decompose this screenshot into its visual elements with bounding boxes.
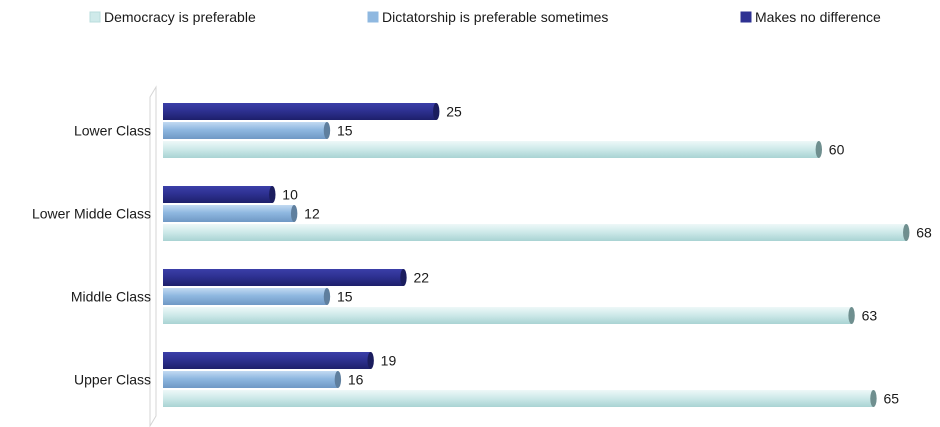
legend-label-makes-no-difference: Makes no difference [755, 9, 881, 25]
value-label-middle-class-dictatorship-is-preferable-sometimes: 15 [337, 289, 353, 305]
legend-swatch-dictatorship-is-preferable-sometimes [367, 11, 379, 23]
bar-lower-class-makes-no-difference [163, 103, 440, 120]
legend-swatch-democracy-is-preferable [89, 11, 101, 23]
bar-body [163, 371, 338, 388]
bar-end-cap [323, 288, 331, 305]
bar-end-cap [870, 390, 877, 407]
value-label-upper-class-dictatorship-is-preferable-sometimes: 16 [348, 372, 364, 388]
category-label-lower-midde-class: Lower Midde Class [32, 206, 151, 222]
value-label-lower-class-dictatorship-is-preferable-sometimes: 15 [337, 123, 353, 139]
bar-body [163, 390, 874, 407]
legend: Democracy is preferable Dictatorship is p… [89, 9, 881, 25]
bar-upper-class-makes-no-difference [163, 352, 374, 369]
bar-end-cap [815, 141, 822, 158]
bar-middle-class-dictatorship-is-preferable-sometimes [163, 288, 331, 305]
bar-lower-class-dictatorship-is-preferable-sometimes [163, 122, 331, 139]
bar-body [163, 122, 327, 139]
value-label-middle-class-democracy-is-preferable: 63 [862, 308, 878, 324]
legend-label-democracy-is-preferable: Democracy is preferable [104, 9, 256, 25]
bar-body [163, 352, 371, 369]
bar-end-cap [367, 352, 374, 369]
legend-label-dictatorship-is-preferable-sometimes: Dictatorship is preferable sometimes [382, 9, 608, 25]
bar-body [163, 307, 852, 324]
value-label-lower-class-democracy-is-preferable: 60 [829, 142, 845, 158]
value-label-upper-class-democracy-is-preferable: 65 [883, 391, 899, 407]
bar-end-cap [323, 122, 331, 139]
bar-body [163, 186, 273, 203]
bar-body [163, 224, 907, 241]
bar-lower-midde-class-democracy-is-preferable [163, 224, 910, 241]
axis-wall [149, 85, 157, 427]
bar-upper-class-dictatorship-is-preferable-sometimes [163, 371, 342, 388]
value-label-middle-class-makes-no-difference: 22 [413, 270, 429, 286]
value-label-upper-class-makes-no-difference: 19 [381, 353, 397, 369]
bar-end-cap [269, 186, 276, 203]
bar-end-cap [903, 224, 910, 241]
bar-body [163, 288, 327, 305]
bar-end-cap [433, 103, 440, 120]
bar-end-cap [334, 371, 342, 388]
value-label-lower-midde-class-dictatorship-is-preferable-sometimes: 12 [304, 206, 320, 222]
bar-lower-class-democracy-is-preferable [163, 141, 822, 158]
bar-middle-class-makes-no-difference [163, 269, 407, 286]
bar-body [163, 141, 819, 158]
bar-end-cap [400, 269, 407, 286]
category-label-middle-class: Middle Class [71, 289, 151, 305]
bar-upper-class-democracy-is-preferable [163, 390, 877, 407]
bars [163, 103, 910, 407]
category-labels: Lower Class Lower Midde Class Middle Class… [32, 123, 151, 388]
bar-body [163, 205, 295, 222]
legend-swatch-makes-no-difference [740, 11, 752, 23]
bar-lower-midde-class-makes-no-difference [163, 186, 276, 203]
axis [149, 85, 157, 427]
bar-end-cap [848, 307, 855, 324]
bar-lower-midde-class-dictatorship-is-preferable-sometimes [163, 205, 298, 222]
bar-end-cap [290, 205, 298, 222]
category-label-upper-class: Upper Class [74, 372, 151, 388]
bar-middle-class-democracy-is-preferable [163, 307, 855, 324]
value-label-lower-midde-class-democracy-is-preferable: 68 [916, 225, 932, 241]
value-label-lower-class-makes-no-difference: 25 [446, 104, 462, 120]
value-label-lower-midde-class-makes-no-difference: 10 [282, 187, 298, 203]
value-labels: 25 15 60 10 12 68 22 15 63 19 16 65 [282, 104, 932, 407]
category-label-lower-class: Lower Class [74, 123, 151, 139]
bar-body [163, 269, 404, 286]
bar-body [163, 103, 437, 120]
